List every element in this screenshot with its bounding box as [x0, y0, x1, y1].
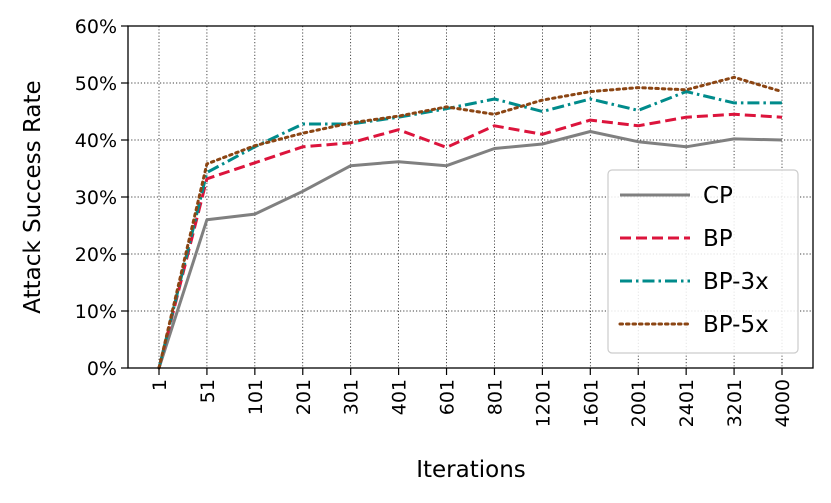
y-axis-label: Attack Success Rate [20, 80, 46, 313]
x-axis: 1 51 101 201 301 401 601 801 1201 1601 2001 2401 320… [149, 368, 794, 427]
x-tick-label: 2001 [628, 379, 650, 427]
y-tick-label: 20% [75, 244, 117, 266]
legend-label-bp-5x: BP-5x [703, 312, 769, 338]
series-line-bp-5x [157, 75, 784, 370]
x-tick-label: 2401 [676, 379, 698, 427]
legend: CP BP BP-3x BP-5x [607, 169, 799, 354]
y-tick-label: 60% [75, 16, 117, 38]
x-tick-label: 401 [389, 379, 411, 415]
x-tick-label: 51 [197, 379, 219, 403]
x-tick-label: 1601 [580, 379, 602, 427]
y-tick-label: 40% [75, 130, 117, 152]
x-tick-label: 601 [437, 379, 459, 415]
x-tick-label: 201 [293, 379, 315, 415]
legend-label-cp: CP [703, 183, 733, 209]
x-tick-label: 801 [484, 379, 506, 415]
x-tick-label: 101 [245, 379, 267, 415]
legend-box [607, 169, 799, 354]
series-lines [157, 75, 784, 370]
x-tick-label: 3201 [724, 379, 746, 427]
series-line-bp [157, 112, 783, 369]
series-line-cp [157, 130, 783, 369]
y-axis: 0% 10% 20% 30% 40% 50% 60% [75, 16, 128, 380]
x-tick-label: 1 [149, 379, 171, 391]
y-tick-label: 10% [75, 301, 117, 323]
y-tick-label: 50% [75, 73, 117, 95]
x-tick-label: 301 [341, 379, 363, 415]
x-axis-label: Iterations [416, 457, 526, 483]
y-tick-label: 0% [87, 358, 117, 380]
y-tick-label: 30% [75, 187, 117, 209]
legend-label-bp: BP [703, 226, 733, 252]
x-tick-label: 1201 [532, 379, 554, 427]
x-tick-label: 4000 [772, 379, 794, 427]
legend-label-bp-3x: BP-3x [703, 269, 769, 295]
